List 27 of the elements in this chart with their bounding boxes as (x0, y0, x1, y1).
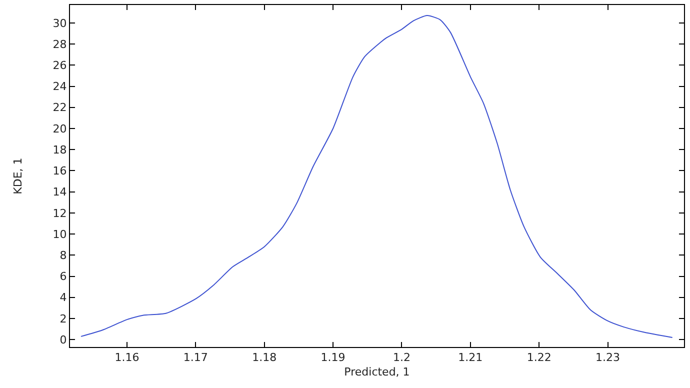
x-tick-label: 1.22 (526, 351, 552, 364)
y-tick-label: 10 (52, 228, 67, 241)
y-tick-label: 12 (52, 206, 67, 220)
y-tick-label: 16 (52, 164, 67, 178)
x-tick-label: 1.21 (458, 351, 483, 364)
y-tick-label: 0 (60, 333, 67, 346)
y-tick-label: 14 (52, 186, 67, 199)
line-series (80, 15, 673, 338)
y-tick-label: 30 (52, 16, 67, 30)
y-tick-label: 24 (52, 80, 67, 94)
y-tick-label: 8 (60, 249, 67, 262)
y-tick-label: 28 (52, 38, 67, 51)
x-tick-label: 1.2 (392, 351, 410, 364)
x-tick-label: 1.16 (114, 351, 140, 364)
x-tick-label: 1.23 (596, 351, 620, 364)
y-tick-label: 26 (52, 59, 67, 72)
y-axis-title: KDE, 1 (11, 158, 24, 194)
y-tick-label: 2 (60, 312, 67, 326)
y-tick-label: 20 (52, 122, 67, 136)
x-tick-label: 1.18 (252, 351, 277, 364)
x-tick-label: 1.17 (183, 351, 208, 364)
x-axis-title: Predicted, 1 (344, 365, 410, 378)
y-tick-label: 6 (60, 270, 67, 284)
y-tick-label: 22 (52, 101, 67, 114)
x-tick-label: 1.19 (320, 351, 346, 364)
y-tick-label: 4 (60, 291, 67, 304)
y-tick-label: 18 (52, 143, 67, 156)
